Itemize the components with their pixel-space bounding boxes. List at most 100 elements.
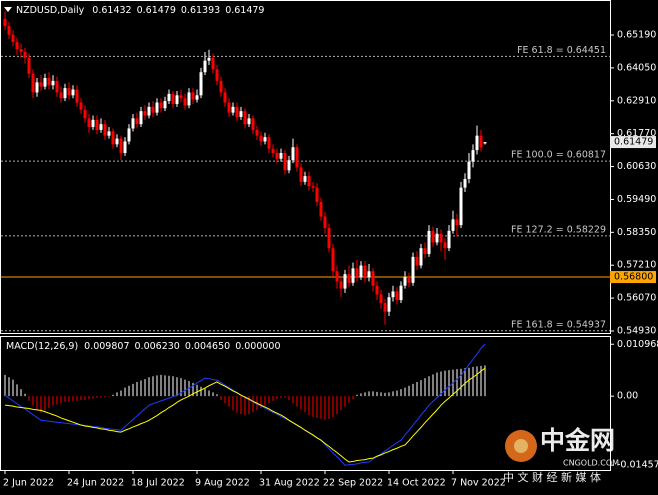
macd-header: MACD(12,26,9) 0.009807 0.006230 0.004650 0.0… [6,341,281,352]
candle-body [247,118,251,125]
candle-body [191,92,195,100]
candle-body [19,49,23,53]
candle-body [179,95,183,99]
candle-body [111,131,115,145]
candle-body [347,274,351,283]
candle-body [195,95,199,100]
candle-body [43,78,47,87]
candle-body [335,271,339,282]
high-value: 0.61479 [137,5,176,16]
y-tick-label: 0.62910 [617,95,656,106]
x-tick-label: 18 Jul 2022 [131,478,185,489]
candle-body [271,148,275,153]
candle-body [375,285,379,295]
candle-body [483,142,487,144]
candle-body [419,248,423,266]
candle-body [427,230,431,254]
candle-body [447,230,451,249]
candle-body [391,291,395,298]
fibo-label: FE 161.8 = 0.54937 [511,319,606,330]
candle-body [211,57,215,70]
candle-body [299,167,303,182]
candle-body [67,88,71,96]
close-value: 0.61479 [225,5,264,16]
candle-body [15,41,19,50]
candle-body [287,160,291,171]
candle-body [39,82,43,87]
x-tick-label: 7 Nov 2022 [451,478,506,489]
candle-body [135,118,139,125]
fibo-label: FE 127.2 = 0.58229 [511,224,606,235]
plot: 0.65190 0.64050 0.62910 0.61770 0.60630 0.594… [1,11,658,489]
candle-body [431,230,435,243]
candle-body [131,118,135,129]
candle-body [351,268,355,283]
watermark-tagline: 中 文 财 经 新 媒 体 [503,470,601,484]
candle-body [215,69,219,81]
candle-body [283,153,287,171]
candle-body [31,73,35,93]
y-tick-label: -0.014578 [617,460,658,471]
candle-body [27,57,31,74]
candle-body [99,124,103,130]
candle-body [35,82,39,93]
candle-body [303,176,307,182]
candle-body [55,80,59,93]
candle-body [107,131,111,136]
horizontal-line-tag [610,271,656,284]
candle-body [359,265,363,278]
menu-arrow[interactable] [4,7,12,12]
candle-body [199,72,203,96]
candle-body [183,98,187,106]
candle-body [79,102,83,110]
candle-body [243,111,247,125]
candle-body [363,265,367,278]
x-tick-label: 9 Aug 2022 [195,478,250,489]
y-tick-label: 0.65190 [617,30,656,41]
candle-body [123,141,127,153]
candle-body [435,233,439,243]
candle-body [291,147,295,161]
candle-body [411,256,415,283]
candle-body [459,187,463,226]
x-tick-label: 14 Oct 2022 [387,478,446,489]
candle-body [23,52,27,58]
candle-body [163,101,167,109]
candle-body [7,26,11,35]
candle-body [471,150,475,162]
macd-value: 0.006230 [135,341,180,352]
candle-body [115,138,119,145]
y-tick-label: 0.010968 [617,339,658,350]
candle-body [239,111,243,117]
macd-value: 0.009807 [84,341,129,352]
candle-body [175,95,179,104]
candle-body [319,202,323,217]
candle-body [343,274,347,289]
candle-body [443,242,447,249]
candle-body [223,92,227,103]
candle-body [355,268,359,278]
current-price-label: 0.61479 [614,137,653,148]
candle-body [147,106,151,116]
candle-body [267,137,271,149]
watermark-logo-inner [514,439,528,453]
candle-body [475,135,479,151]
candle-body [279,153,283,159]
candle-body [235,106,239,117]
candle-body [315,187,319,203]
y-tick-label: 0.00 [617,391,638,402]
candle-body [295,147,299,168]
candle-body [407,277,411,283]
y-tick-label: 0.56070 [617,293,656,304]
macd-value: 0.000000 [235,341,280,352]
candle-body [219,80,223,93]
fibo-label: FE 61.8 = 0.64451 [517,45,606,56]
y-tick-label: 0.58350 [617,227,656,238]
candle-body [415,256,419,266]
candle-body [467,161,471,179]
candle-body [51,80,55,86]
y-tick-label: 0.64050 [617,62,656,73]
y-tick-label: 0.57210 [617,260,656,271]
